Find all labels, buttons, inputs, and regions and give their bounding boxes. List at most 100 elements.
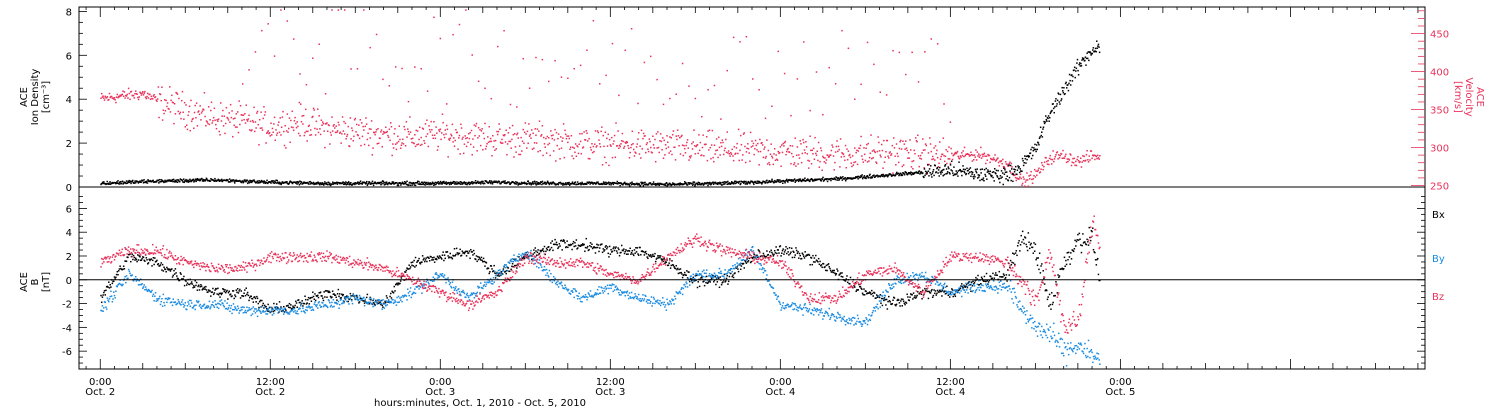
b-bx-point bbox=[772, 255, 775, 257]
velocity-point bbox=[583, 131, 585, 133]
velocity-point bbox=[555, 131, 558, 134]
b-bx-point bbox=[758, 250, 760, 252]
b-bx-point bbox=[898, 302, 901, 304]
velocity-point bbox=[103, 97, 105, 99]
velocity-point bbox=[509, 103, 512, 106]
velocity-point bbox=[115, 96, 118, 98]
density-point bbox=[1036, 148, 1039, 151]
velocity-point bbox=[986, 159, 988, 161]
b-by-point bbox=[265, 313, 267, 315]
density-point bbox=[1048, 116, 1051, 119]
b-by-point bbox=[211, 303, 213, 306]
b-bx-point bbox=[691, 279, 693, 282]
b-bx-point bbox=[601, 243, 603, 245]
b-bx-point bbox=[975, 276, 977, 279]
b-bx-point bbox=[247, 294, 250, 297]
density-point bbox=[685, 183, 688, 185]
b-bx-point bbox=[565, 246, 568, 248]
velocity-point bbox=[252, 121, 255, 123]
density-point bbox=[500, 182, 502, 184]
density-point bbox=[460, 183, 462, 186]
density-point bbox=[402, 182, 404, 184]
density-point bbox=[531, 182, 534, 184]
density-point bbox=[839, 176, 842, 178]
velocity-point bbox=[934, 145, 937, 147]
density-point bbox=[953, 166, 955, 168]
b-bx-point bbox=[679, 272, 681, 274]
velocity-point bbox=[296, 121, 298, 123]
density-point bbox=[539, 183, 541, 185]
density-point bbox=[441, 183, 443, 185]
b-bx-point bbox=[583, 243, 585, 246]
velocity-point bbox=[748, 152, 750, 154]
density-point bbox=[990, 175, 993, 178]
density-point bbox=[617, 183, 619, 185]
b-bx-point bbox=[441, 258, 443, 260]
velocity-point bbox=[900, 139, 902, 142]
velocity-point bbox=[907, 151, 910, 154]
b-bx-point bbox=[999, 275, 1001, 278]
b-by-point bbox=[212, 301, 214, 303]
b-by-point bbox=[125, 281, 127, 284]
velocity-point bbox=[137, 96, 139, 99]
density-point bbox=[504, 180, 506, 182]
b-bx-point bbox=[135, 258, 138, 261]
velocity-point bbox=[311, 116, 313, 119]
b-bx-point bbox=[1036, 264, 1039, 267]
velocity-point bbox=[122, 90, 124, 92]
b-by-point bbox=[227, 308, 229, 311]
b-by-point bbox=[240, 306, 243, 309]
b-bx-point bbox=[1012, 262, 1015, 264]
b-bx-point bbox=[985, 272, 988, 275]
velocity-point bbox=[801, 152, 804, 155]
velocity-point bbox=[428, 125, 430, 127]
velocity-point bbox=[278, 131, 281, 134]
density-point bbox=[318, 182, 320, 184]
velocity-point bbox=[948, 158, 951, 160]
velocity-point bbox=[345, 137, 347, 140]
b-bx-point bbox=[888, 299, 891, 302]
b-bx-point bbox=[688, 280, 691, 283]
velocity-point bbox=[1023, 178, 1025, 180]
b-bx-point bbox=[322, 299, 325, 302]
b-bx-point bbox=[502, 268, 505, 270]
b-bx-point bbox=[880, 302, 882, 304]
b-bx-point bbox=[1035, 258, 1037, 261]
b-bx-point bbox=[965, 283, 968, 286]
density-point bbox=[468, 183, 471, 186]
density-point bbox=[982, 178, 984, 181]
velocity-point bbox=[818, 166, 821, 168]
velocity-point bbox=[780, 165, 782, 168]
velocity-point bbox=[251, 129, 253, 131]
velocity-point bbox=[128, 92, 131, 95]
velocity-point bbox=[373, 131, 376, 134]
velocity-point bbox=[351, 127, 353, 129]
density-point bbox=[925, 173, 927, 175]
b-bx-point bbox=[425, 257, 427, 259]
b-bx-point bbox=[243, 292, 245, 295]
velocity-point bbox=[949, 121, 952, 123]
velocity-point bbox=[858, 147, 861, 150]
b-bx-point bbox=[1019, 250, 1021, 252]
velocity-point bbox=[329, 131, 332, 134]
b-bx-point bbox=[870, 293, 872, 296]
density-point bbox=[196, 179, 198, 181]
velocity-point bbox=[809, 109, 811, 112]
b-by-point bbox=[263, 306, 266, 309]
velocity-point bbox=[253, 106, 255, 109]
density-point bbox=[995, 169, 998, 172]
velocity-point bbox=[601, 126, 603, 128]
b-bx-point bbox=[174, 268, 177, 270]
velocity-point bbox=[953, 154, 955, 156]
velocity-point bbox=[681, 144, 684, 146]
velocity-point bbox=[854, 161, 857, 163]
velocity-point bbox=[649, 146, 652, 149]
density-point bbox=[1074, 76, 1076, 79]
velocity-point bbox=[845, 166, 848, 169]
b-by-point bbox=[293, 307, 296, 310]
velocity-point bbox=[790, 152, 793, 155]
velocity-point bbox=[366, 138, 369, 141]
density-point bbox=[477, 180, 479, 183]
density-point bbox=[1013, 171, 1016, 173]
